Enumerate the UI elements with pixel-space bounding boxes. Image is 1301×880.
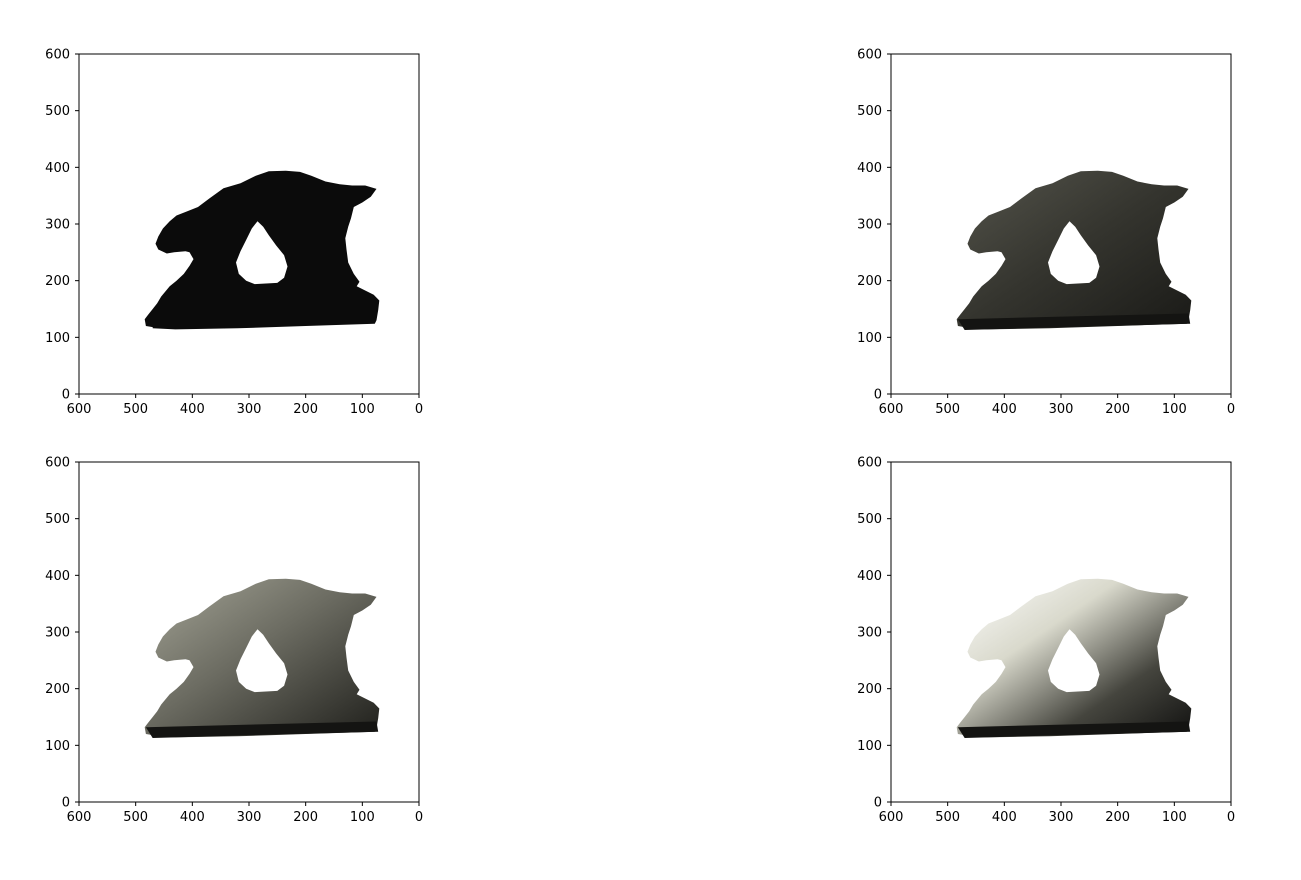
y-tick-label: 600 [857,456,882,471]
subplot-4: 600 500 400 300 200 100 0 0 100 200 300 400 500 600 [857,456,1235,826]
y-tick-label: 300 [45,218,70,233]
x-tick-label: 400 [180,810,205,825]
y-tick-label: 200 [45,274,70,289]
x-tick-label: 0 [415,810,423,825]
statue-base [957,313,1191,330]
dog-statue-image [144,578,380,738]
y-tick-label: 500 [857,104,882,119]
y-tick-label: 400 [857,569,882,584]
x-tick-label: 600 [879,810,904,825]
statue-base [145,721,379,738]
x-tick-label: 100 [1162,402,1187,417]
dog-statue-image [956,578,1192,738]
x-tick-label: 600 [879,402,904,417]
y-tick-label: 400 [857,161,882,176]
x-tick-label: 500 [123,810,148,825]
y-tick-label: 200 [857,682,882,697]
y-tick-label: 500 [45,512,70,527]
x-tick-label: 200 [293,402,318,417]
y-tick-label: 100 [857,739,882,754]
x-tick-label: 300 [1049,810,1074,825]
x-tick-label: 300 [1049,402,1074,417]
y-tick-label: 400 [45,161,70,176]
y-tick-label: 200 [45,682,70,697]
x-tick-label: 500 [123,402,148,417]
dog-statue-image [144,170,380,330]
x-tick-label: 600 [67,402,92,417]
x-tick-label: 0 [1227,402,1235,417]
y-tick-label: 100 [45,739,70,754]
subplot-1: 600 500 400 300 200 100 0 0 100 200 300 400 500 600 [45,48,423,418]
x-tick-label: 400 [992,810,1017,825]
x-tick-label: 200 [1105,402,1130,417]
x-tick-label: 500 [935,810,960,825]
subplot-3: 600 500 400 300 200 100 0 0 100 200 300 400 500 600 [45,456,423,826]
y-tick-label: 300 [857,218,882,233]
x-tick-label: 100 [350,402,375,417]
y-tick-label: 600 [45,456,70,471]
y-tick-label: 200 [857,274,882,289]
x-tick-label: 0 [1227,810,1235,825]
x-tick-label: 200 [293,810,318,825]
y-tick-label: 400 [45,569,70,584]
dog-statue-image [956,170,1192,330]
x-tick-label: 0 [415,402,423,417]
x-tick-label: 400 [180,402,205,417]
y-tick-label: 300 [45,626,70,641]
x-tick-label: 600 [67,810,92,825]
x-tick-label: 300 [237,810,262,825]
x-tick-label: 100 [1162,810,1187,825]
y-tick-label: 600 [857,48,882,63]
x-tick-label: 300 [237,402,262,417]
subplot-2: 600 500 400 300 200 100 0 0 100 200 300 400 500 600 [857,48,1235,418]
x-tick-label: 200 [1105,810,1130,825]
y-tick-label: 0 [874,388,882,403]
x-tick-label: 100 [350,810,375,825]
y-tick-label: 100 [45,331,70,346]
y-tick-label: 600 [45,48,70,63]
y-tick-label: 0 [62,796,70,811]
x-tick-label: 400 [992,402,1017,417]
y-tick-label: 300 [857,626,882,641]
y-tick-label: 0 [62,388,70,403]
y-tick-label: 500 [45,104,70,119]
y-tick-label: 500 [857,512,882,527]
y-tick-label: 100 [857,331,882,346]
x-tick-label: 500 [935,402,960,417]
statue-base [957,721,1191,738]
y-tick-label: 0 [874,796,882,811]
